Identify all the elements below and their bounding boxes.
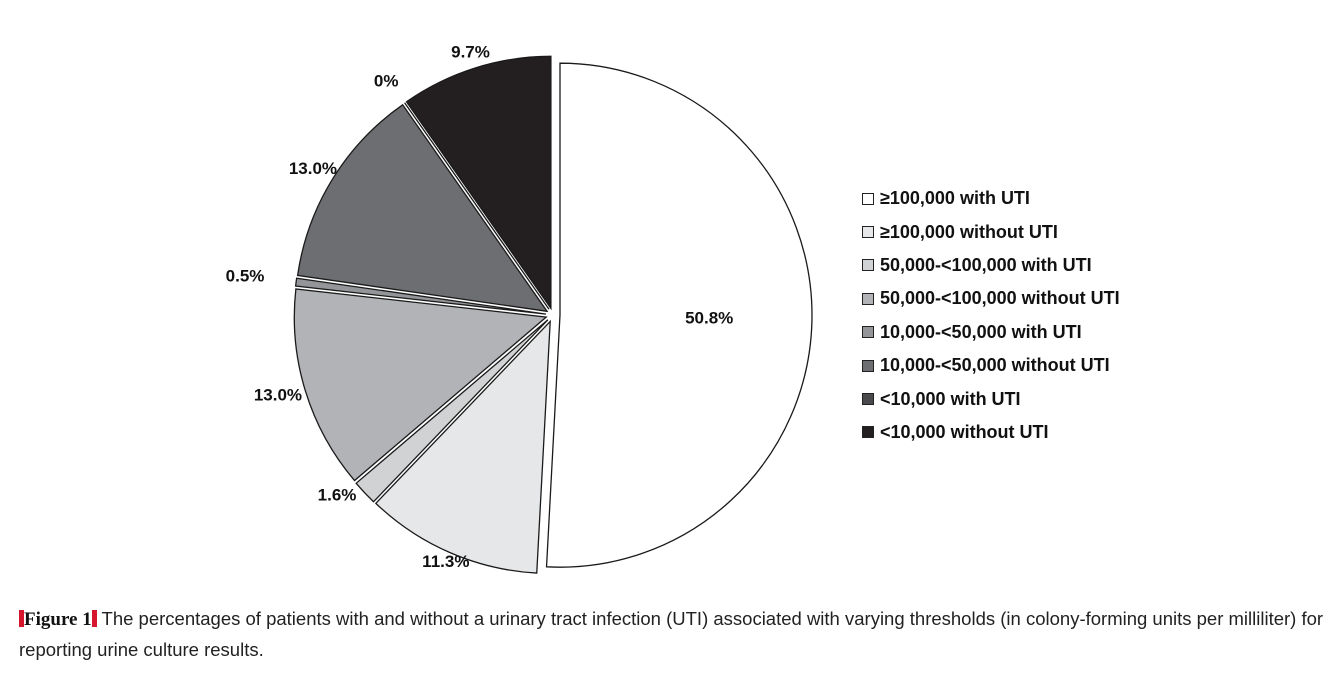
slice-data-label: 1.6% xyxy=(318,485,357,504)
pie-slice xyxy=(405,55,552,311)
chart-legend: ≥100,000 with UTI ≥100,000 without UTI 50,… xyxy=(862,182,1120,449)
legend-swatch xyxy=(862,426,874,439)
legend-label: ≥100,000 without UTI xyxy=(880,221,1058,242)
legend-swatch xyxy=(862,192,874,205)
pie-chart: 50.8% 11.3% 1.6% 13.0% 0.5% 13.0% 0% 9.7% xyxy=(226,42,813,574)
legend-item: <10,000 without UTI xyxy=(862,416,1120,449)
caption-label: Figure 1 xyxy=(24,609,92,630)
legend-label: 50,000-<100,000 with UTI xyxy=(880,254,1092,275)
legend-swatch xyxy=(862,292,874,305)
slice-data-label: 9.7% xyxy=(451,42,490,61)
figure-caption: Figure 1 The percentages of patients wit… xyxy=(19,604,1329,665)
legend-swatch xyxy=(862,359,874,372)
slice-data-label: 13.0% xyxy=(254,386,302,405)
caption-text: The percentages of patients with and wit… xyxy=(19,608,1324,660)
legend-label: ≥100,000 with UTI xyxy=(880,188,1030,209)
pie-slice xyxy=(374,319,551,574)
legend-label: 50,000-<100,000 without UTI xyxy=(880,288,1120,309)
slice-data-label: 13.0% xyxy=(289,159,337,178)
slice-data-label: 11.3% xyxy=(422,552,469,571)
pie-slice xyxy=(294,277,547,315)
legend-swatch xyxy=(862,393,874,406)
pie-slice xyxy=(404,102,550,310)
pie-slice xyxy=(545,62,813,568)
pie-chart-figure: 50.8% 11.3% 1.6% 13.0% 0.5% 13.0% 0% 9.7% ≥100,… xyxy=(226,42,1120,574)
pie-slice xyxy=(296,103,549,313)
caption-marker-left xyxy=(19,610,24,627)
slice-data-label: 50.8% xyxy=(685,309,733,328)
legend-label: 10,000-<50,000 without UTI xyxy=(880,355,1110,376)
caption-marker-right xyxy=(91,610,97,627)
legend-item: 10,000-<50,000 with UTI xyxy=(862,316,1120,349)
legend-label: 10,000-<50,000 with UTI xyxy=(880,321,1082,342)
slice-data-label: 0.5% xyxy=(226,267,265,286)
legend-item: <10,000 with UTI xyxy=(862,382,1120,415)
legend-item: 10,000-<50,000 without UTI xyxy=(862,349,1120,382)
pie-slice xyxy=(355,319,549,503)
legend-item: ≥100,000 with UTI xyxy=(862,182,1120,215)
legend-label: <10,000 with UTI xyxy=(880,388,1021,409)
legend-swatch xyxy=(862,259,874,272)
legend-item: 50,000-<100,000 without UTI xyxy=(862,282,1120,315)
legend-swatch xyxy=(862,226,874,239)
pie-slice xyxy=(293,288,548,482)
slice-data-label: 0% xyxy=(374,71,399,90)
legend-swatch xyxy=(862,326,874,339)
legend-item: ≥100,000 without UTI xyxy=(862,215,1120,248)
legend-label: <10,000 without UTI xyxy=(880,421,1049,442)
legend-item: 50,000-<100,000 with UTI xyxy=(862,249,1120,282)
